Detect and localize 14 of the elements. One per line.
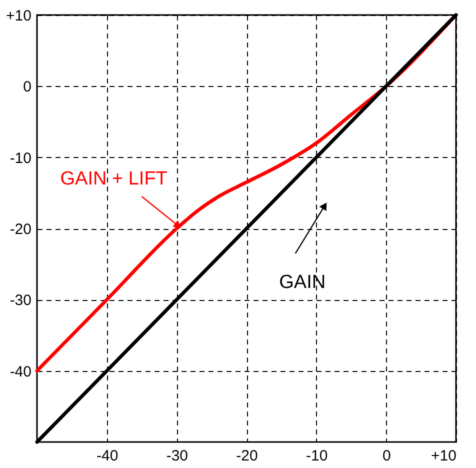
x-tick-label: -20 [236,448,258,464]
series-label: GAIN + LIFT [60,168,168,190]
y-tick-label: 0 [23,78,32,96]
text: GAIN [279,272,326,293]
x-tick-label: -10 [306,448,328,464]
y-tick-label: -10 [10,150,32,167]
y-tick-label: -20 [10,221,32,238]
y-tick-label: -40 [10,363,32,380]
x-tick-label: +10 [431,448,456,464]
y-tick-label: -30 [10,292,32,310]
x-tick-label: -40 [96,448,118,464]
y-tick-label: +10 [6,8,32,24]
x-tick-label: -30 [166,448,188,464]
x-tick-label: 0 [382,448,391,464]
